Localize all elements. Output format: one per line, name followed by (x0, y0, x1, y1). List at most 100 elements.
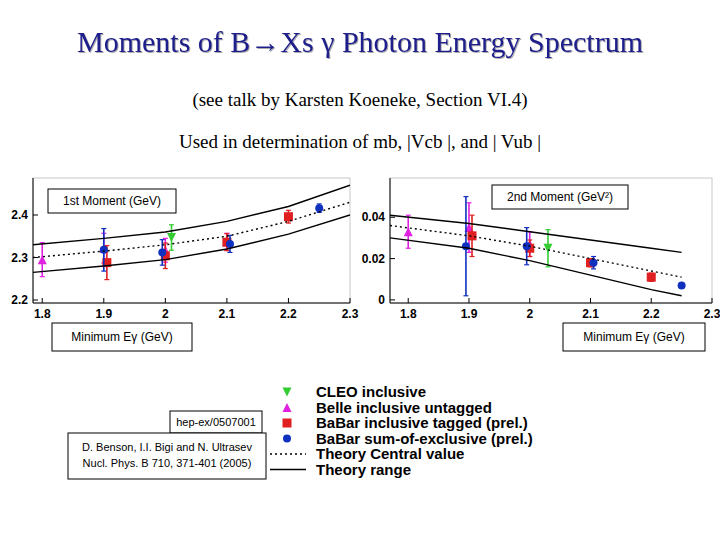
x-tick-label: 2.2 (280, 307, 297, 321)
error-bar-cap (524, 264, 529, 265)
error-bar-cap (163, 238, 168, 239)
x-tick-label: 2.1 (582, 307, 599, 321)
error-bar-cap (169, 250, 174, 251)
y-tick-label: 0 (378, 293, 385, 307)
plot-frame (390, 178, 712, 303)
x-tick (408, 298, 409, 303)
data-point (100, 246, 108, 254)
x-tick-label: 1.8 (34, 307, 51, 321)
legend-label: Theory Central value (316, 445, 464, 462)
x-tick-label: 2 (526, 307, 533, 321)
x-tick (226, 298, 227, 303)
page: {"slide": {"title": "Moments of B→Xs γ P… (0, 0, 720, 540)
subtitle: (see talk by Karsten Koeneke, Section VI… (192, 89, 527, 111)
y-tick-label: 2.4 (11, 208, 28, 222)
y-label-box (492, 185, 628, 209)
data-point (315, 204, 323, 212)
error-bar-cap (160, 239, 165, 240)
data-point (678, 281, 686, 289)
chart: 1.8 1.9 2 2.1 2.2 2.3 0 0.02 0.04 2nd Moment (GeV… (362, 178, 720, 351)
error-bar-cap (406, 248, 411, 249)
y-tick-label: 2.3 (11, 251, 28, 265)
x-tick (42, 298, 43, 303)
x-tick-label: 1.8 (400, 307, 417, 321)
data-point (543, 244, 552, 253)
error-bar-cap (286, 222, 291, 223)
citation: Nucl. Phys. B 710, 371-401 (2005) (83, 457, 252, 469)
y-tick-label: 0.04 (362, 210, 386, 224)
note: Used in determination of mb, |Vcb |, and… (179, 131, 541, 152)
legend-label: Belle inclusive untagged (316, 399, 492, 416)
x-tick-label: 1.9 (95, 307, 112, 321)
citation: D. Benson, I.I. Bigi and N. Ultrasev (82, 441, 252, 453)
theory-range-low (390, 238, 682, 296)
reference-box (170, 411, 262, 433)
error-bar-cap (227, 252, 232, 253)
x-tick-label: 2.3 (704, 307, 720, 321)
slide: Moments of B→Xs γ Photon Energy Spectrum… (0, 0, 720, 540)
error-bar-cap (591, 256, 596, 257)
y-tick (33, 300, 38, 301)
y-label: 2nd Moment (GeV²) (507, 190, 613, 204)
legend-marker (283, 403, 292, 412)
y-tick (33, 214, 38, 215)
plot-frame (33, 178, 350, 303)
error-bar-cap (286, 210, 291, 211)
legend-line (270, 453, 306, 455)
x-tick-label: 2.2 (643, 307, 660, 321)
error-bar-cap (40, 242, 45, 243)
error-bar-cap (545, 266, 550, 267)
legend-label: CLEO inclusive (316, 383, 426, 400)
error-bar-cap (104, 279, 109, 280)
data-point (158, 248, 166, 256)
x-tick-label: 1.9 (461, 307, 478, 321)
y-tick-label: 0.02 (362, 252, 386, 266)
error-bar-cap (169, 224, 174, 225)
legend-label: Theory range (316, 461, 411, 478)
x-tick-label: 2.1 (219, 307, 236, 321)
error-bar-cap (101, 271, 106, 272)
plot-data (33, 185, 350, 279)
x-tick (468, 298, 469, 303)
theory-range-high (33, 185, 350, 245)
error-bar-cap (40, 276, 45, 277)
error-bar-cap (470, 215, 475, 216)
legend-marker (283, 435, 291, 443)
y-axis (33, 178, 34, 303)
error-bar-cap (545, 229, 550, 230)
y-tick (390, 217, 395, 218)
citation-box (68, 433, 266, 479)
error-bar-cap (163, 268, 168, 269)
x-tick (103, 298, 104, 303)
title: Moments of B→Xs γ Photon Energy Spectrum (77, 25, 643, 58)
x-tick-label: 2.3 (342, 307, 359, 321)
error-bar-cap (101, 228, 106, 229)
y-label-box (48, 189, 176, 213)
x-axis (390, 303, 712, 304)
reference: hep-ex/0507001 (176, 416, 256, 428)
y-tick (390, 299, 395, 300)
y-label: 1st Moment (GeV) (63, 194, 161, 208)
x-axis (33, 303, 350, 304)
error-bar-cap (527, 239, 532, 240)
legend-label: BaBar sum-of-exclusive (prel.) (316, 430, 533, 447)
error-bar-cap (160, 265, 165, 266)
error-bar-cap (104, 245, 109, 246)
x-label: Minimum Eγ (GeV) (71, 330, 172, 344)
x-tick (651, 298, 652, 303)
data-point (167, 233, 176, 242)
error-bar-cap (466, 202, 471, 203)
x-label-box (563, 323, 705, 351)
error-bar-cap (224, 233, 229, 234)
theory-line (390, 226, 682, 278)
legend-marker (283, 388, 292, 397)
x-tick-label: 2 (162, 307, 169, 321)
chart: 1.81.922.12.22.32.22.32.41st Moment (GeV… (11, 178, 358, 351)
error-bar-cap (224, 233, 229, 234)
plot-data (390, 197, 686, 296)
error-bar-cap (163, 242, 168, 243)
error-bar-cap (591, 268, 596, 269)
theory-range-low (33, 215, 350, 272)
error-bar-cap (524, 227, 529, 228)
error-bar-cap (470, 256, 475, 257)
